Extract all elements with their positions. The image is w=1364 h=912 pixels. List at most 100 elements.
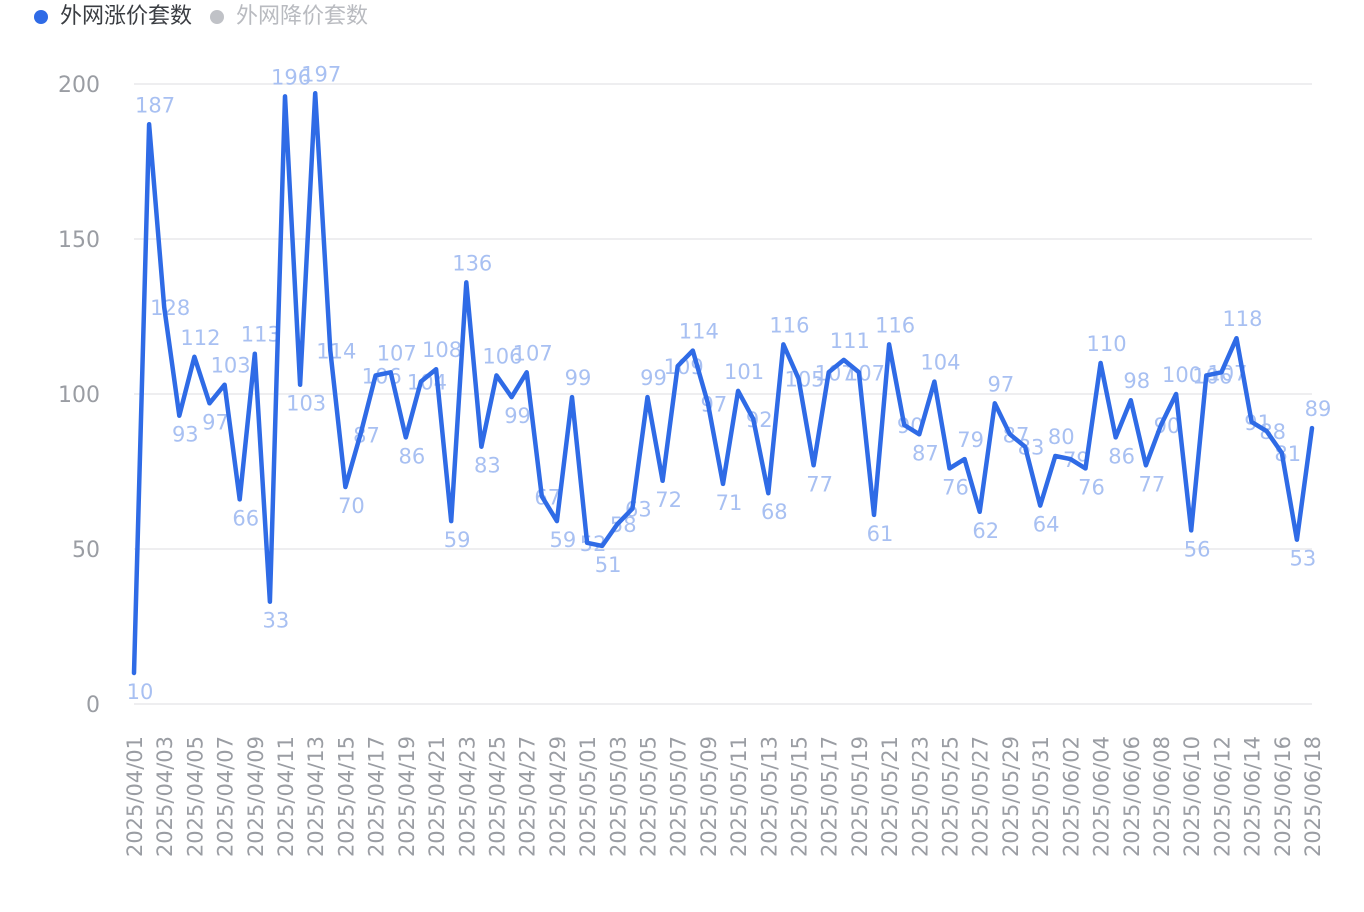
y-tick-label: 150 <box>58 228 100 253</box>
data-label: 83 <box>474 454 501 478</box>
legend-label-price-decrease: 外网降价套数 <box>236 4 369 29</box>
data-label: 104 <box>920 351 960 375</box>
data-label: 86 <box>398 444 425 468</box>
data-label: 105 <box>784 368 824 392</box>
x-tick-label: 2025/04/27 <box>516 736 540 857</box>
x-tick-label: 2025/04/13 <box>304 736 328 857</box>
data-label: 99 <box>640 366 667 390</box>
x-tick-label: 2025/05/21 <box>878 736 902 857</box>
y-tick-label: 200 <box>58 73 100 98</box>
data-label: 112 <box>180 326 220 350</box>
legend-item-price-decrease[interactable]: 外网降价套数 <box>210 2 368 32</box>
x-tick-label: 2025/06/04 <box>1090 736 1114 857</box>
data-label: 77 <box>806 472 833 496</box>
x-tick-label: 2025/05/07 <box>667 736 691 857</box>
x-tick-label: 2025/05/25 <box>939 736 963 857</box>
x-tick-label: 2025/04/29 <box>546 736 570 857</box>
x-tick-label: 2025/05/29 <box>999 736 1023 857</box>
data-label: 59 <box>444 528 471 552</box>
series-line <box>131 91 1315 676</box>
data-label: 89 <box>1305 397 1332 421</box>
data-label: 61 <box>867 522 894 546</box>
data-label: 97 <box>987 372 1014 396</box>
data-label: 86 <box>1108 444 1135 468</box>
data-label: 72 <box>655 488 682 512</box>
x-tick-label: 2025/05/01 <box>576 736 600 857</box>
x-tick-label: 2025/05/05 <box>636 736 660 857</box>
data-label: 77 <box>1139 472 1166 496</box>
data-label: 103 <box>211 354 251 378</box>
data-label: 56 <box>1184 537 1211 561</box>
data-label: 64 <box>1033 513 1060 537</box>
data-label: 70 <box>338 494 365 518</box>
x-tick-label: 2025/06/16 <box>1271 736 1295 857</box>
data-label: 33 <box>263 609 290 633</box>
x-tick-label: 2025/04/03 <box>153 736 177 857</box>
data-label: 111 <box>830 329 870 353</box>
data-label: 110 <box>1087 332 1127 356</box>
x-tick-label: 2025/06/14 <box>1241 736 1265 857</box>
data-label: 136 <box>452 251 492 275</box>
x-tick-label: 2025/05/09 <box>697 736 721 857</box>
x-tick-label: 2025/05/15 <box>788 736 812 857</box>
data-label: 99 <box>504 404 531 428</box>
x-tick-label: 2025/04/05 <box>183 736 207 857</box>
x-tick-label: 2025/06/06 <box>1120 736 1144 857</box>
x-tick-label: 2025/06/08 <box>1150 736 1174 857</box>
data-label: 106 <box>482 344 522 368</box>
legend-dot-price-decrease <box>210 10 225 24</box>
x-tick-label: 2025/05/19 <box>848 736 872 857</box>
x-tick-label: 2025/04/17 <box>365 736 389 857</box>
data-label: 113 <box>241 323 281 347</box>
data-label: 80 <box>1048 425 1075 449</box>
data-label: 118 <box>1222 307 1262 331</box>
x-tick-label: 2025/05/23 <box>908 736 932 857</box>
x-tick-label: 2025/05/03 <box>606 736 630 857</box>
data-label: 62 <box>972 519 999 543</box>
data-label: 116 <box>875 313 915 337</box>
data-label: 83 <box>1018 436 1045 460</box>
data-label: 59 <box>550 528 577 552</box>
data-label: 116 <box>769 313 809 337</box>
data-label: 103 <box>286 392 326 416</box>
data-label: 114 <box>679 320 719 344</box>
data-label: 68 <box>761 500 788 524</box>
y-tick-label: 100 <box>58 383 100 408</box>
x-tick-label: 2025/04/25 <box>485 736 509 857</box>
x-tick-label: 2025/06/12 <box>1210 736 1234 857</box>
data-label: 71 <box>716 491 743 515</box>
x-tick-label: 2025/05/31 <box>1029 736 1053 857</box>
data-label: 87 <box>912 441 939 465</box>
data-label: 197 <box>301 62 341 86</box>
data-label: 100 <box>1162 363 1202 387</box>
data-label: 98 <box>1123 369 1150 393</box>
x-tick-label: 2025/04/23 <box>455 736 479 857</box>
x-tick-label: 2025/04/15 <box>334 736 358 857</box>
data-label: 10 <box>127 680 154 704</box>
y-tick-label: 0 <box>86 693 100 718</box>
data-label: 53 <box>1290 547 1317 571</box>
x-tick-label: 2025/06/10 <box>1180 736 1204 857</box>
data-label: 107 <box>513 341 553 365</box>
data-label: 187 <box>135 93 175 117</box>
legend-dot-price-increase <box>34 10 48 24</box>
x-tick-label: 2025/04/19 <box>395 736 419 857</box>
data-label: 51 <box>595 553 622 577</box>
data-label: 108 <box>422 338 462 362</box>
x-tick-label: 2025/04/07 <box>214 736 238 857</box>
data-label: 107 <box>377 341 417 365</box>
x-tick-label: 2025/04/09 <box>244 736 268 857</box>
data-label: 79 <box>957 428 984 452</box>
x-tick-label: 2025/04/11 <box>274 736 298 857</box>
data-label: 66 <box>232 506 259 530</box>
data-label: 114 <box>316 340 356 364</box>
legend-label-price-increase: 外网涨价套数 <box>60 4 193 29</box>
data-label: 128 <box>150 296 190 320</box>
data-label: 196 <box>271 65 311 89</box>
data-label: 101 <box>724 360 764 384</box>
legend-item-price-increase[interactable]: 外网涨价套数 <box>34 2 192 32</box>
x-tick-label: 2025/05/11 <box>727 736 751 857</box>
x-tick-label: 2025/06/02 <box>1059 736 1083 857</box>
legend: 外网涨价套数 外网降价套数 <box>34 2 368 32</box>
data-label: 93 <box>172 423 199 447</box>
